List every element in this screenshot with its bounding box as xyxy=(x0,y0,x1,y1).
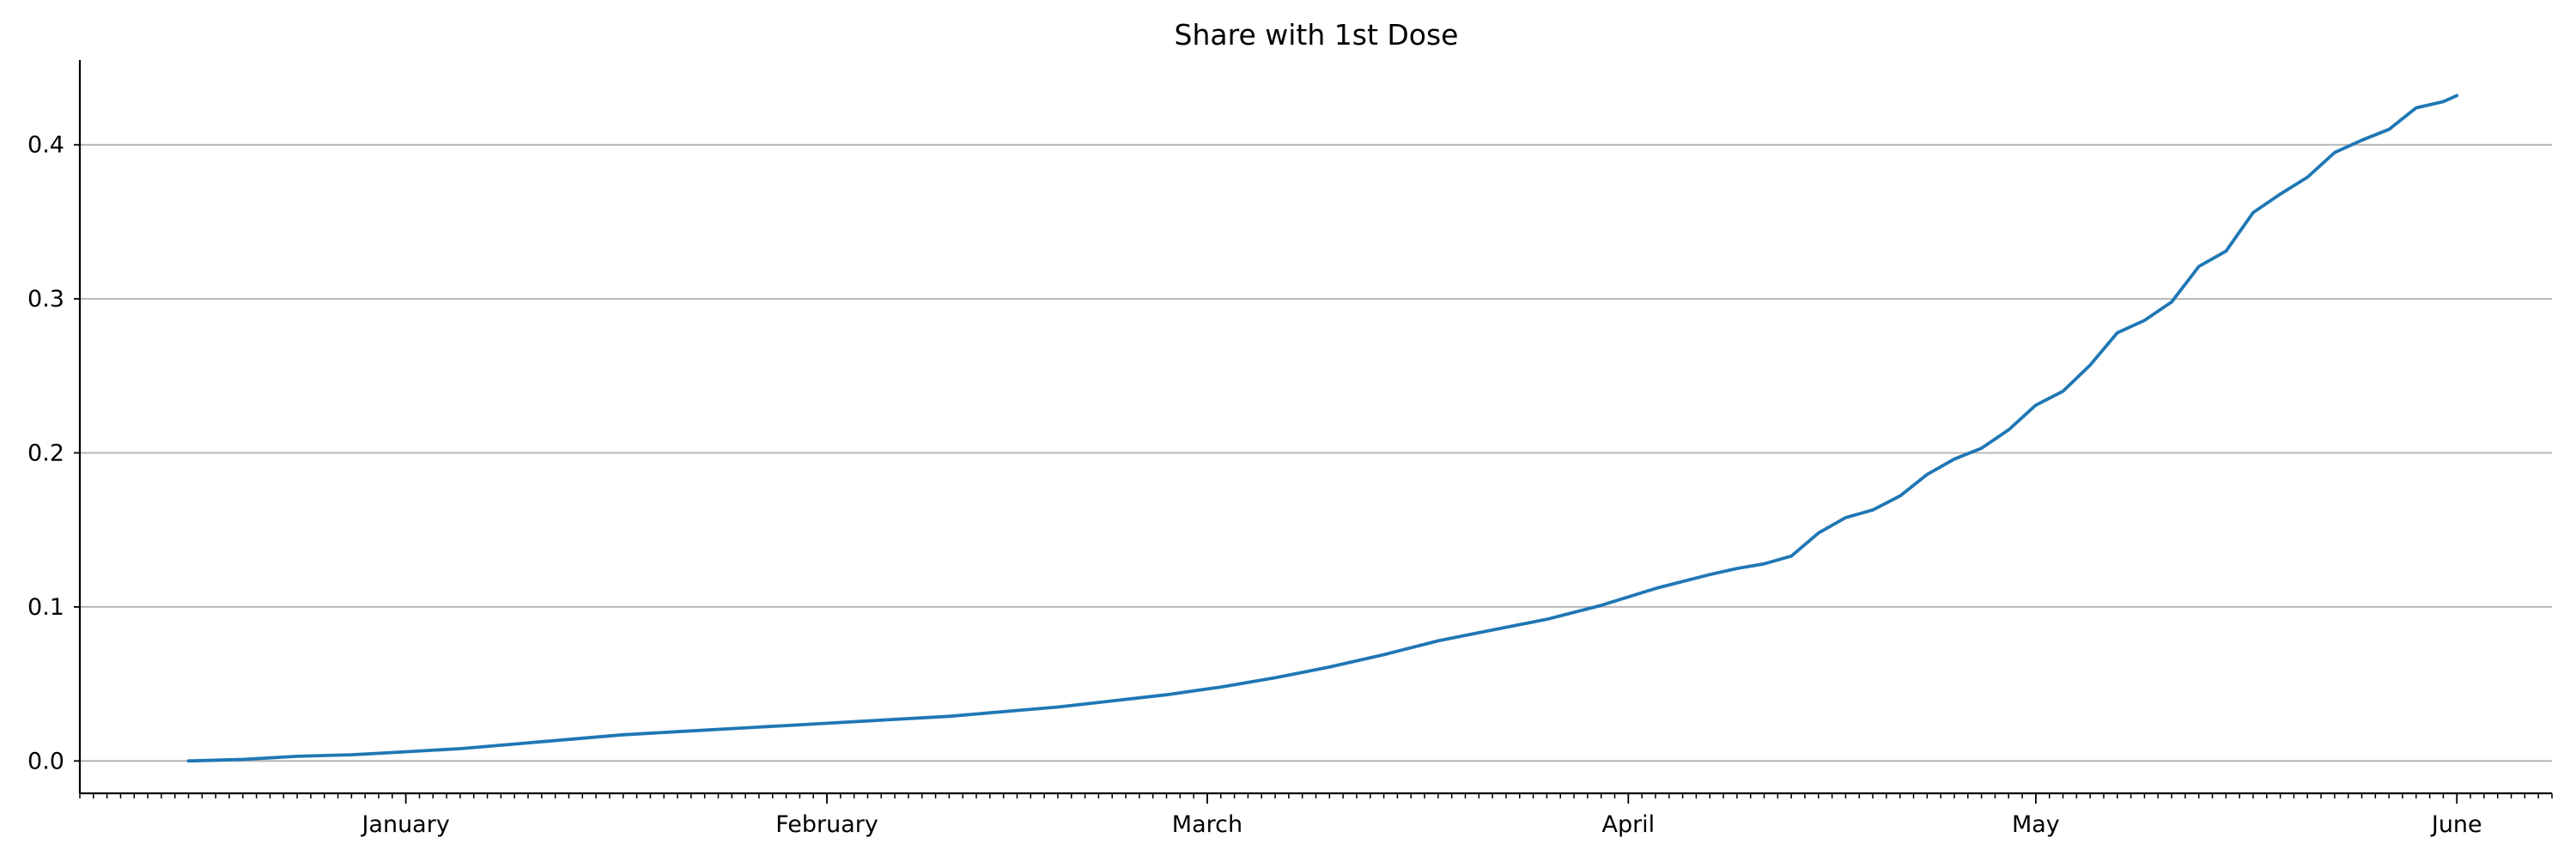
y-tick-label: 0.3 xyxy=(27,286,64,313)
chart-title: Share with 1st Dose xyxy=(1175,18,1459,52)
axes xyxy=(78,60,2552,795)
x-tick-label: February xyxy=(775,811,878,838)
x-tick-label: May xyxy=(2012,811,2060,838)
x-tick-label: January xyxy=(360,811,449,838)
x-tick-label: June xyxy=(2430,811,2482,838)
y-tick-label: 0.1 xyxy=(27,594,64,621)
x-tick-label: March xyxy=(1172,811,1242,838)
series-line-share-first-dose xyxy=(186,94,2459,763)
ticks: 0.0 0.1 0.2 0.3 0.4 January February March April… xyxy=(27,132,2553,838)
y-tick-label: 0.0 xyxy=(27,748,64,774)
y-tick-label: 0.2 xyxy=(27,440,64,467)
gridlines xyxy=(80,143,2552,762)
x-tick-label: April xyxy=(1601,811,1655,838)
series-layer xyxy=(186,94,2459,763)
y-tick-label: 0.4 xyxy=(27,132,64,159)
